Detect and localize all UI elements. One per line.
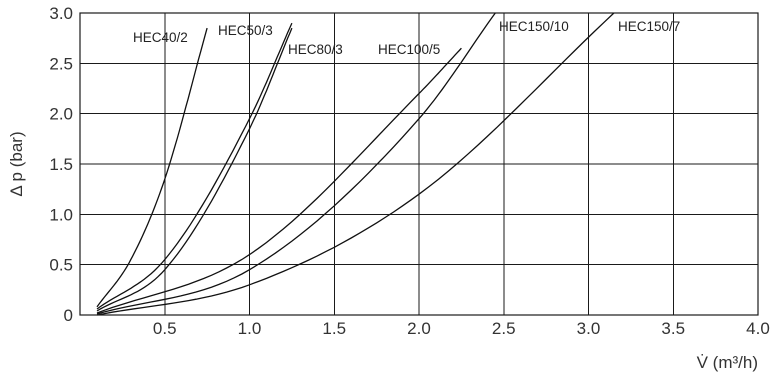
series-label-1: HEC50/3 <box>218 23 273 38</box>
x-tick-label-0: 0.5 <box>153 319 177 338</box>
series-label-0: HEC40/2 <box>133 30 188 45</box>
curve-3 <box>96 47 462 314</box>
y-tick-label-5: 2.5 <box>49 54 73 73</box>
plot-frame <box>79 12 759 316</box>
x-tick-label-4: 2.5 <box>492 319 516 338</box>
curve-1 <box>96 22 293 310</box>
series-label-4: HEC150/10 <box>499 19 569 34</box>
x-tick-label-7: 4.0 <box>746 319 770 338</box>
series-label-5: HEC150/7 <box>618 19 680 34</box>
x-tick-label-3: 2.0 <box>407 319 431 338</box>
x-tick-label-6: 3.5 <box>661 319 685 338</box>
series-labels: HEC40/2 HEC50/3 HEC80/3 HEC100/5 HEC150/10 HE… <box>133 19 680 57</box>
x-tick-label-1: 1.0 <box>238 319 262 338</box>
series-label-3: HEC100/5 <box>378 42 440 57</box>
x-tick-label-5: 3.0 <box>577 319 601 338</box>
curve-2 <box>96 27 293 312</box>
x-tick-label-2: 1.5 <box>322 319 346 338</box>
x-axis-label: V̇ (m³/h) <box>697 353 758 372</box>
tick-labels: 0.5 1.0 1.5 2.0 2.5 3.0 3.5 4.0 0 0.5 1.0 1.5 2.0 2.5… <box>49 4 769 338</box>
y-tick-label-3: 1.5 <box>49 155 73 174</box>
y-tick-label-6: 3.0 <box>49 4 73 23</box>
grid-lines <box>80 12 759 316</box>
y-tick-label-2: 1.0 <box>49 205 73 224</box>
y-tick-label-0: 0 <box>64 306 73 325</box>
y-tick-label-4: 2.0 <box>49 105 73 124</box>
series-label-2: HEC80/3 <box>288 42 343 57</box>
curve-4 <box>96 12 496 315</box>
y-tick-label-1: 0.5 <box>49 256 73 275</box>
curve-5 <box>96 12 615 316</box>
curve-0 <box>96 27 208 308</box>
y-axis-label: Δ p (bar) <box>7 131 26 196</box>
series-curves <box>96 12 615 316</box>
